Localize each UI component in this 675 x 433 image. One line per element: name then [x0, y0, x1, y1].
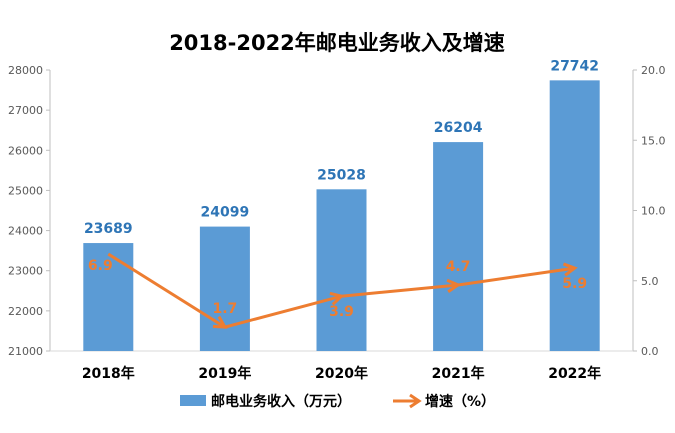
line-value-label: 1.7 — [212, 301, 237, 317]
legend: 邮电业务收入（万元） 增速（%） — [180, 393, 495, 410]
bar — [83, 243, 134, 351]
arrow-marker — [562, 262, 578, 277]
left-tick-label: 23000 — [8, 265, 43, 278]
legend-line-label: 增速（%） — [425, 393, 495, 410]
right-tick-label: 0.0 — [641, 345, 659, 358]
arrow-marker — [446, 278, 462, 293]
chart-title: 2018-2022年邮电业务收入及增速 — [169, 31, 505, 55]
left-tick-label: 28000 — [8, 64, 43, 77]
x-tick-label: 2020年 — [315, 365, 368, 382]
left-tick-label: 24000 — [8, 225, 43, 238]
legend-bar-swatch — [180, 395, 206, 406]
arrow-marker — [212, 315, 228, 329]
bar-value-label: 27742 — [550, 58, 599, 74]
left-tick-label: 21000 — [8, 345, 43, 358]
left-tick-label: 22000 — [8, 305, 43, 318]
right-tick-label: 15.0 — [641, 134, 666, 147]
x-tick-label: 2021年 — [432, 365, 485, 382]
x-tick-label: 2018年 — [82, 365, 135, 382]
line-value-label: 5.9 — [562, 276, 587, 292]
right-tick-label: 20.0 — [641, 64, 666, 77]
right-tick-label: 10.0 — [641, 205, 666, 218]
line-value-label: 6.9 — [88, 258, 113, 274]
bar-value-label: 23689 — [84, 221, 133, 237]
bar-value-label: 26204 — [434, 120, 483, 136]
bar — [199, 226, 250, 351]
bar-value-label: 25028 — [317, 167, 366, 183]
legend-arrow-icon — [409, 393, 422, 409]
left-tick-label: 27000 — [8, 104, 43, 117]
left-tick-label: 25000 — [8, 184, 43, 197]
arrow-marker — [329, 291, 345, 306]
bar — [433, 142, 484, 351]
line-value-label: 4.7 — [446, 259, 471, 275]
bar — [316, 189, 367, 351]
legend-bar-label: 邮电业务收入（万元） — [211, 393, 351, 410]
x-tick-label: 2019年 — [198, 365, 251, 382]
left-tick-label: 26000 — [8, 144, 43, 157]
right-tick-label: 5.0 — [641, 275, 659, 288]
bar — [549, 80, 600, 351]
x-tick-label: 2022年 — [548, 365, 601, 382]
bar-value-label: 24099 — [201, 205, 250, 221]
line-value-label: 3.9 — [329, 304, 354, 320]
